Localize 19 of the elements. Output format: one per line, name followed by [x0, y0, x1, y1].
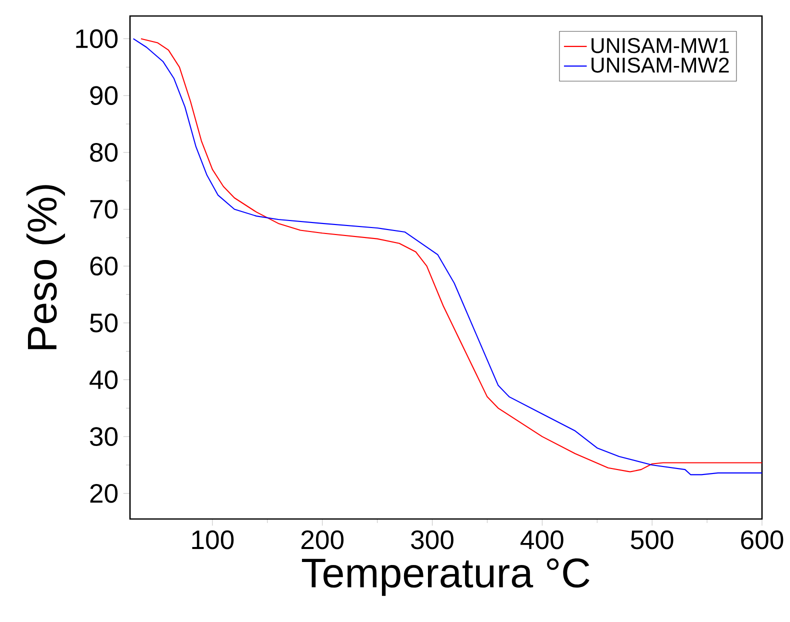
x-tick-label: 500: [630, 530, 674, 550]
x-tick-label: 200: [301, 530, 344, 550]
y-tick-label: 60: [90, 256, 118, 276]
x-tick-label: 600: [741, 530, 784, 550]
y-tick-label: 100: [76, 29, 118, 48]
legend-label: UNISAM-MW2: [592, 58, 729, 73]
y-tick-label: 80: [90, 142, 118, 162]
y-tick-label: 40: [90, 370, 118, 390]
x-axis-title: Temperatura °C: [302, 558, 590, 596]
x-tick-label: 300: [411, 530, 454, 550]
y-axis-title: Peso (%): [26, 185, 65, 350]
y-tick-label: 30: [90, 427, 118, 446]
legend-label: UNISAM-MW1: [592, 38, 729, 54]
y-tick-label: 50: [90, 313, 118, 332]
y-tick-label: 90: [90, 86, 118, 105]
y-tick-label: 20: [90, 484, 118, 503]
x-tick-label: 100: [192, 530, 234, 550]
x-tick-label: 400: [520, 530, 564, 550]
y-tick-label: 70: [90, 200, 118, 219]
